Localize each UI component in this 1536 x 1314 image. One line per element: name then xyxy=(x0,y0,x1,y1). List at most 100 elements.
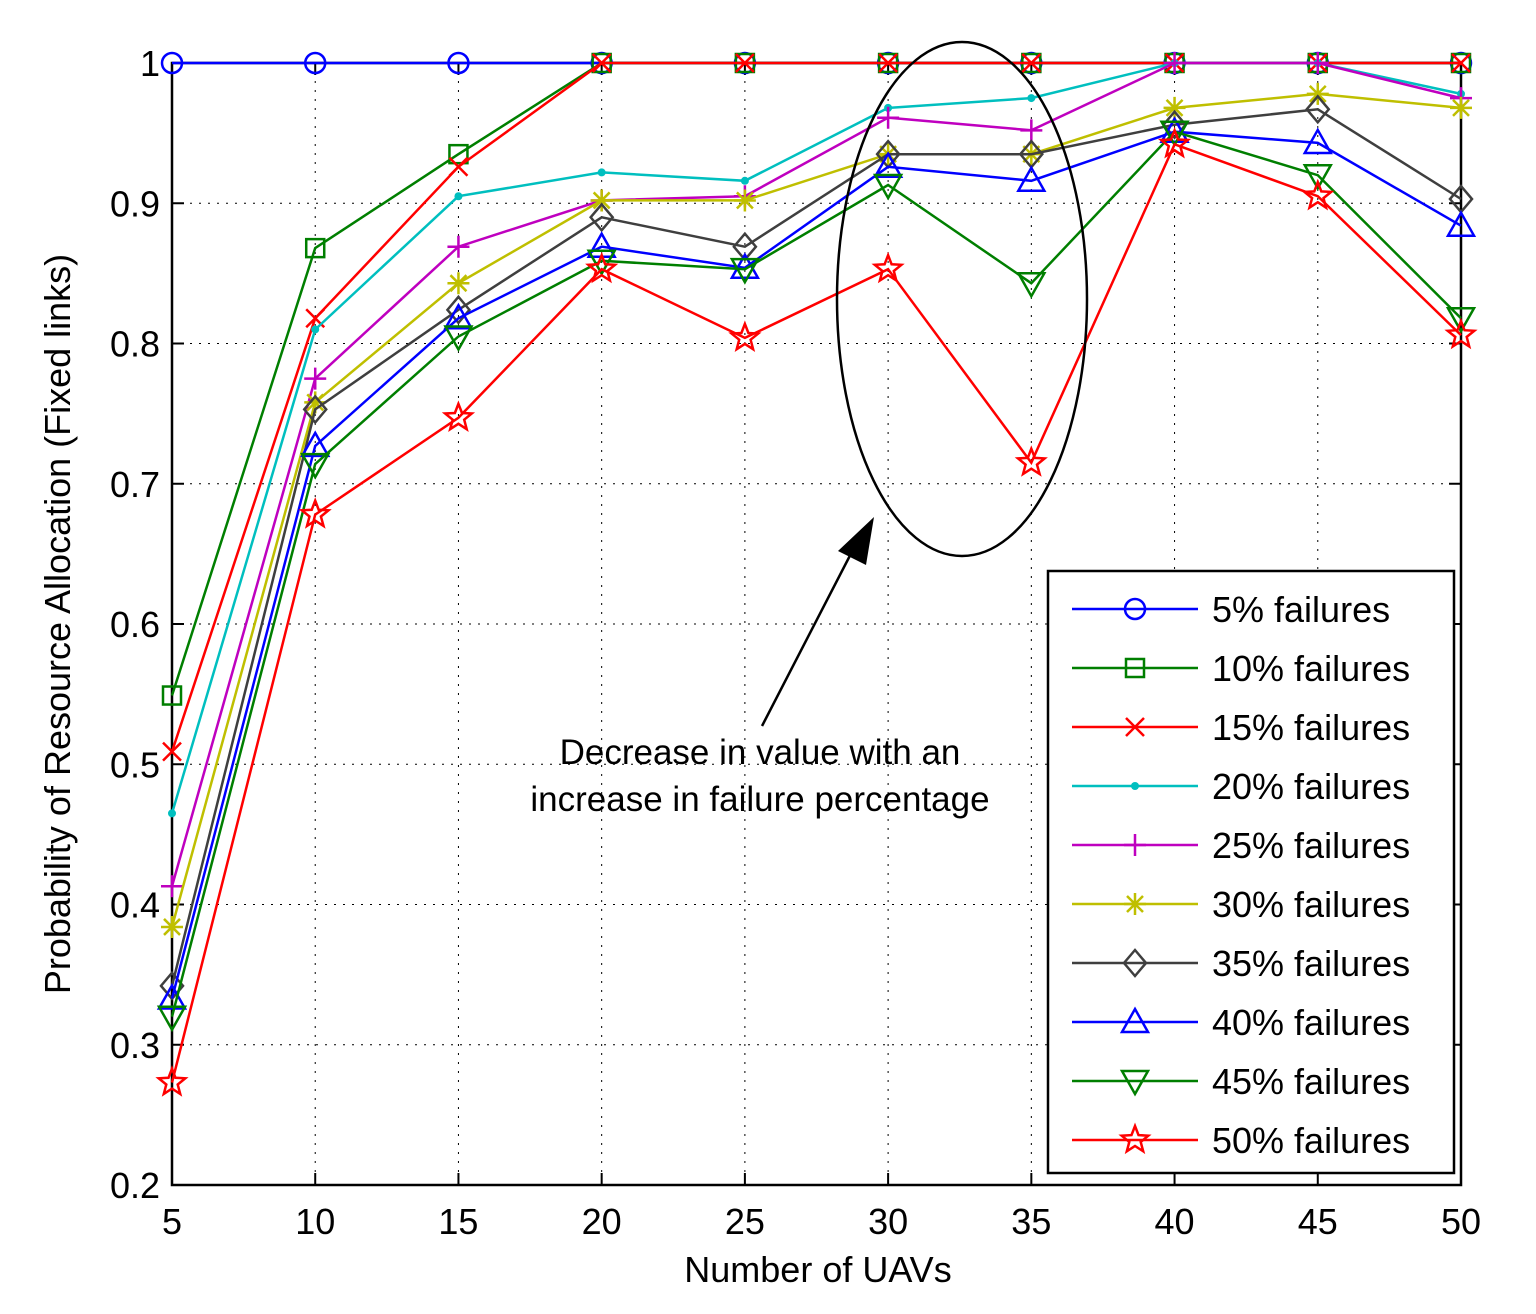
data-point xyxy=(1163,96,1186,119)
data-point xyxy=(298,497,332,529)
annotation-arrow-shaft xyxy=(760,539,860,727)
annotation-line-1: Decrease in value with an xyxy=(560,733,961,772)
data-point xyxy=(1159,116,1190,143)
legend-label: 45% failures xyxy=(1212,1061,1410,1102)
data-point xyxy=(877,106,900,129)
x-tick-label: 15 xyxy=(438,1201,478,1242)
data-point xyxy=(1444,317,1478,350)
data-point xyxy=(161,685,183,706)
y-tick-label: 0.9 xyxy=(110,183,160,224)
legend-marker xyxy=(1118,1122,1152,1155)
data-point xyxy=(735,53,755,73)
data-point xyxy=(311,325,320,334)
data-point xyxy=(156,1005,188,1033)
data-point xyxy=(1159,120,1190,148)
data-point xyxy=(1305,94,1331,125)
data-point xyxy=(160,51,184,75)
data-point xyxy=(590,189,613,212)
series-8 xyxy=(156,116,1477,1010)
x-tick-label: 20 xyxy=(582,1201,622,1242)
legend-marker xyxy=(1124,657,1146,679)
legend-entry: 25% failures xyxy=(1072,825,1410,866)
data-point xyxy=(1020,119,1043,142)
annotation: Decrease in value with an increase in fa… xyxy=(530,40,1089,819)
legend-label: 30% failures xyxy=(1212,884,1410,925)
data-point xyxy=(729,257,761,285)
data-point xyxy=(1451,53,1471,73)
legend-entry: 15% failures xyxy=(1072,707,1410,748)
data-point xyxy=(1445,210,1477,237)
data-point xyxy=(300,452,331,480)
series-line xyxy=(170,142,1462,1083)
series-10 xyxy=(155,126,1478,1097)
data-point xyxy=(441,400,476,433)
data-point xyxy=(155,1065,189,1097)
data-point xyxy=(597,168,606,177)
y-axis-title: Probability of Resource Allocation (Fixe… xyxy=(37,254,78,994)
legend-marker xyxy=(1125,717,1145,737)
data-point xyxy=(878,53,898,73)
y-tick-labels: 0.2 0.3 0.4 0.5 0.6 0.7 0.8 0.9 1 xyxy=(110,43,160,1206)
data-point xyxy=(1027,94,1036,103)
data-point xyxy=(1021,53,1042,73)
data-point xyxy=(156,982,188,1010)
y-tick-label: 0.2 xyxy=(110,1165,160,1206)
data-point xyxy=(168,809,176,818)
y-tick-label: 0.4 xyxy=(110,885,160,926)
data-point xyxy=(740,176,749,185)
series-line xyxy=(170,130,1462,999)
x-tick-label: 10 xyxy=(295,1201,335,1242)
data-point xyxy=(1445,307,1477,334)
data-point xyxy=(447,235,470,258)
data-point xyxy=(302,394,328,425)
legend-entry: 45% failures xyxy=(1072,1061,1410,1102)
legend-entry: 30% failures xyxy=(1072,884,1410,925)
data-point xyxy=(591,53,612,73)
x-tick-label: 45 xyxy=(1298,1201,1338,1242)
data-point xyxy=(728,320,762,353)
y-tick-label: 0.3 xyxy=(110,1025,160,1066)
legend-marker xyxy=(1122,948,1148,978)
data-point xyxy=(161,875,183,898)
legend-box xyxy=(1046,569,1456,1175)
data-point xyxy=(447,51,470,75)
x-tick-label: 35 xyxy=(1011,1201,1051,1242)
data-point xyxy=(1163,52,1186,74)
data-point xyxy=(1302,127,1333,155)
legend-label: 5% failures xyxy=(1212,589,1390,630)
legend-marker xyxy=(1119,1069,1151,1097)
x-tick-label: 30 xyxy=(868,1201,908,1242)
legend-entry: 40% failures xyxy=(1072,1002,1410,1043)
data-point xyxy=(448,156,469,177)
data-point xyxy=(1016,165,1047,193)
data-point xyxy=(443,325,474,353)
data-point xyxy=(161,915,183,938)
data-point xyxy=(445,294,472,325)
data-point xyxy=(733,189,756,212)
x-tick-label: 5 xyxy=(162,1201,182,1242)
legend-label: 15% failures xyxy=(1212,707,1410,748)
data-point xyxy=(872,151,904,179)
x-tick-labels: 5 10 15 20 25 30 35 40 45 50 xyxy=(162,1201,1481,1242)
x-tick-label: 50 xyxy=(1441,1201,1481,1242)
data-point xyxy=(443,302,474,330)
series-9 xyxy=(156,120,1477,1033)
legend-label: 50% failures xyxy=(1212,1120,1410,1161)
data-point xyxy=(1161,109,1188,140)
legend-marker xyxy=(1119,1006,1151,1034)
data-point xyxy=(589,202,615,233)
data-point xyxy=(585,251,619,284)
data-point xyxy=(300,430,331,458)
legend-entry: 35% failures xyxy=(1072,943,1410,984)
data-point xyxy=(1016,271,1047,299)
legend: 5% failures 10% failures 15% failures 20% f… xyxy=(1046,569,1456,1175)
legend-entry: 5% failures xyxy=(1072,589,1390,630)
data-point xyxy=(1301,178,1335,211)
data-point xyxy=(454,192,463,201)
data-point xyxy=(304,237,326,259)
y-tick-label: 0.6 xyxy=(110,604,160,645)
legend-entry: 10% failures xyxy=(1072,648,1410,689)
data-point xyxy=(304,367,327,390)
data-point xyxy=(1450,96,1472,119)
data-point xyxy=(448,143,469,165)
